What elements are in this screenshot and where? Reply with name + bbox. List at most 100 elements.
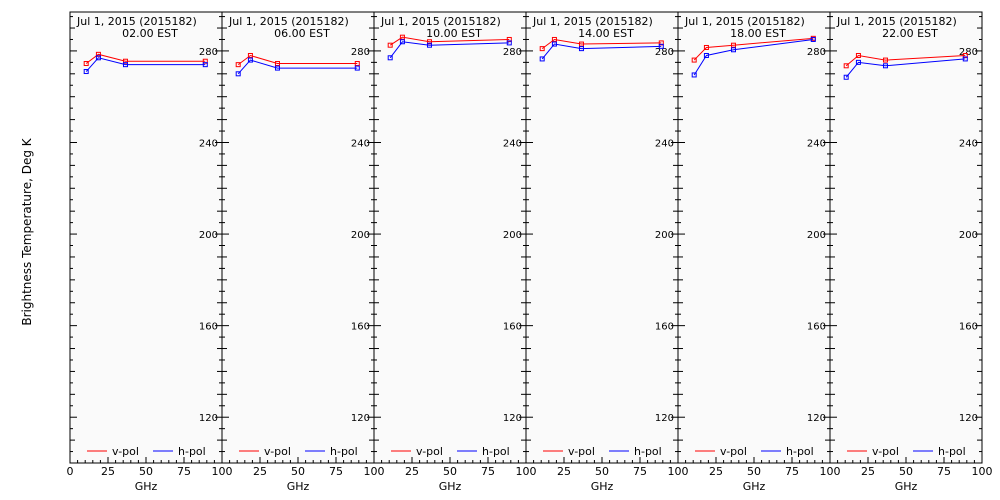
data-point-v-pol bbox=[855, 52, 861, 58]
data-point-v-pol bbox=[691, 57, 697, 63]
x-tick-label: 75 bbox=[937, 465, 951, 478]
data-point-h-pol bbox=[122, 62, 128, 68]
y-tick-label: 120 bbox=[807, 413, 826, 424]
x-tick-label: 25 bbox=[405, 465, 419, 478]
x-axis-label: GHz bbox=[439, 480, 462, 493]
series-line-h-pol bbox=[845, 58, 966, 78]
y-tick-label: 120 bbox=[351, 413, 370, 424]
data-point-v-pol bbox=[83, 61, 89, 67]
data-point-v-pol bbox=[658, 40, 664, 46]
data-point-h-pol bbox=[506, 40, 512, 46]
x-tick-label: 75 bbox=[329, 465, 343, 478]
data-point-v-pol bbox=[843, 63, 849, 69]
x-tick-label: 100 bbox=[364, 465, 385, 478]
x-tick-label: 100 bbox=[820, 465, 841, 478]
legend-label-h-pol: h-pol bbox=[634, 445, 662, 458]
data-point-h-pol bbox=[95, 55, 101, 61]
series-line-h-pol bbox=[85, 57, 206, 72]
data-point-h-pol bbox=[962, 56, 968, 62]
y-tick-label: 240 bbox=[959, 138, 978, 149]
x-tick-label: 50 bbox=[595, 465, 609, 478]
legend-label-v-pol: v-pol bbox=[264, 445, 291, 458]
legend-label-v-pol: v-pol bbox=[872, 445, 899, 458]
data-point-h-pol bbox=[399, 39, 405, 45]
x-tick-label: 50 bbox=[747, 465, 761, 478]
panels-group: 120 160 200 240 280 0 25 50 75 100 GHz Jul 1, 2015 … bbox=[67, 11, 993, 493]
y-tick-label: 200 bbox=[199, 230, 218, 241]
y-tick-label: 240 bbox=[807, 138, 826, 149]
y-tick-label: 240 bbox=[655, 138, 674, 149]
legend-label-h-pol: h-pol bbox=[482, 445, 510, 458]
data-point-h-pol bbox=[551, 41, 557, 47]
chart-panel-5: 120 160 200 240 280 25 50 75 100 GHz Jul 1, 2015 (… bbox=[677, 11, 841, 493]
panel-title: Jul 1, 2015 (2015182) bbox=[380, 15, 501, 28]
data-point-h-pol bbox=[247, 57, 253, 63]
panel-subtitle: 18.00 EST bbox=[730, 27, 786, 40]
y-tick-label: 160 bbox=[807, 322, 826, 333]
data-point-v-pol bbox=[426, 39, 432, 45]
series-line-h-pol bbox=[693, 38, 814, 76]
y-tick-label: 120 bbox=[199, 413, 218, 424]
data-point-v-pol bbox=[962, 52, 968, 58]
chart-panel-6: 120 160 200 240 280 25 50 75 100 GHz Jul 1, 2015 (… bbox=[829, 11, 993, 493]
data-point-v-pol bbox=[95, 51, 101, 57]
data-point-v-pol bbox=[551, 36, 557, 42]
y-tick-label: 120 bbox=[655, 413, 674, 424]
x-tick-label: 25 bbox=[253, 465, 267, 478]
y-tick-label: 280 bbox=[959, 47, 978, 58]
data-point-h-pol bbox=[235, 71, 241, 77]
panel-title: Jul 1, 2015 (2015182) bbox=[228, 15, 349, 28]
y-tick-label: 200 bbox=[351, 230, 370, 241]
y-tick-label: 280 bbox=[351, 47, 370, 58]
data-point-h-pol bbox=[703, 52, 709, 58]
panel-subtitle: 02.00 EST bbox=[122, 27, 178, 40]
y-tick-label: 280 bbox=[655, 47, 674, 58]
x-axis-label: GHz bbox=[135, 480, 158, 493]
x-tick-label: 50 bbox=[291, 465, 305, 478]
data-point-h-pol bbox=[202, 62, 208, 68]
x-tick-label: 25 bbox=[709, 465, 723, 478]
data-point-v-pol bbox=[730, 42, 736, 48]
x-tick-label: 75 bbox=[481, 465, 495, 478]
chart-panel-3: 120 160 200 240 280 25 50 75 100 GHz Jul 1, 2015 (… bbox=[373, 11, 537, 493]
x-tick-label: 100 bbox=[516, 465, 537, 478]
x-axis-label: GHz bbox=[591, 480, 614, 493]
data-point-v-pol bbox=[399, 34, 405, 40]
data-point-h-pol bbox=[730, 47, 736, 53]
series-line-h-pol bbox=[237, 59, 358, 75]
series-line-v-pol bbox=[237, 54, 358, 66]
legend-label-h-pol: h-pol bbox=[786, 445, 814, 458]
x-tick-label: 25 bbox=[557, 465, 571, 478]
data-point-h-pol bbox=[691, 72, 697, 78]
x-tick-label: 50 bbox=[899, 465, 913, 478]
data-point-v-pol bbox=[506, 36, 512, 42]
data-point-h-pol bbox=[387, 55, 393, 61]
y-tick-label: 120 bbox=[959, 413, 978, 424]
plot-area bbox=[829, 11, 983, 464]
y-tick-label: 200 bbox=[655, 230, 674, 241]
series-line-v-pol bbox=[85, 53, 206, 64]
y-tick-label: 200 bbox=[503, 230, 522, 241]
data-point-h-pol bbox=[539, 56, 545, 62]
series-line-v-pol bbox=[693, 37, 814, 61]
data-point-h-pol bbox=[83, 69, 89, 75]
y-tick-label: 160 bbox=[351, 322, 370, 333]
y-tick-label: 240 bbox=[351, 138, 370, 149]
x-axis-label: GHz bbox=[743, 480, 766, 493]
y-tick-label: 240 bbox=[199, 138, 218, 149]
data-point-v-pol bbox=[247, 52, 253, 58]
data-point-v-pol bbox=[703, 44, 709, 50]
plot-area bbox=[677, 11, 831, 464]
data-point-h-pol bbox=[354, 65, 360, 71]
y-tick-label: 200 bbox=[807, 230, 826, 241]
y-tick-label: 200 bbox=[959, 230, 978, 241]
x-tick-label: 100 bbox=[668, 465, 689, 478]
x-axis-label: GHz bbox=[287, 480, 310, 493]
x-tick-label: 75 bbox=[785, 465, 799, 478]
y-tick-label: 120 bbox=[503, 413, 522, 424]
panel-title: Jul 1, 2015 (2015182) bbox=[532, 15, 653, 28]
legend-label-h-pol: h-pol bbox=[330, 445, 358, 458]
data-point-v-pol bbox=[274, 61, 280, 67]
legend-label-h-pol: h-pol bbox=[938, 445, 966, 458]
